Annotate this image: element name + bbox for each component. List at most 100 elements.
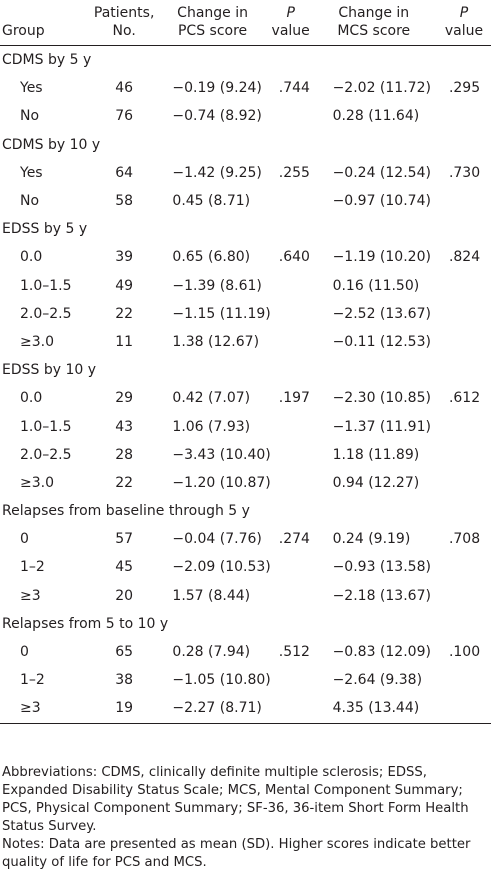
cell: ≥3 xyxy=(20,587,41,604)
header-text: No. xyxy=(112,23,136,39)
data-row: 2.0–2.5 22 −1.15 (11.19) −2.52 (13.67) xyxy=(0,300,491,328)
cell: ≥3 xyxy=(0,694,94,724)
data-row: ≥3.0 22 −1.20 (10.87) 0.94 (12.27) xyxy=(0,469,491,497)
section-row: EDSS by 10 y xyxy=(0,356,491,384)
cell: 43 xyxy=(115,418,134,435)
cell: 2.0–2.5 xyxy=(20,446,72,463)
cell xyxy=(271,102,311,130)
cell: 39 xyxy=(115,249,134,266)
cell xyxy=(270,694,311,724)
data-row: No 76 −0.74 (8.92) 0.28 (11.64) xyxy=(0,102,491,130)
cell: 11 xyxy=(115,333,134,350)
header-text: MCS score xyxy=(337,23,411,39)
header-text: P xyxy=(459,5,469,21)
cell: −2.64 (9.38) xyxy=(332,672,423,689)
cell: 1.0–1.5 xyxy=(20,277,72,294)
data-row: 1.0–1.5 49 −1.39 (8.61) 0.16 (11.50) xyxy=(0,272,491,300)
cell: .274 xyxy=(278,531,310,548)
cell: 1.0–1.5 xyxy=(20,418,72,435)
cell: No xyxy=(20,193,40,210)
cell: 2.0–2.5 xyxy=(20,305,72,322)
cell xyxy=(271,328,311,356)
cell: −2.30 (10.85) xyxy=(332,390,431,407)
data-row: No 58 0.45 (8.71) −0.97 (10.74) xyxy=(0,187,491,215)
cell: 65 xyxy=(115,644,134,661)
cell xyxy=(271,553,311,581)
cell: 29 xyxy=(115,390,134,407)
cell: 46 xyxy=(115,80,134,97)
footnote: Notes: Data are presented as mean (SD). … xyxy=(2,837,471,870)
header-text: Change in xyxy=(338,5,410,21)
data-row: 0 65 0.28 (7.94) .512 −0.83 (12.09) .100 xyxy=(0,638,491,666)
cell: −1.39 (8.61) xyxy=(172,277,262,294)
cell: 0 xyxy=(20,531,29,548)
section-title: CDMS by 10 y xyxy=(2,136,101,153)
section-title: Relapses from baseline through 5 y xyxy=(2,503,250,520)
cell: .197 xyxy=(278,390,310,407)
section-title: EDSS by 5 y xyxy=(2,221,88,238)
cell: .295 xyxy=(448,80,481,97)
cell: 0.24 (9.19) xyxy=(332,531,411,548)
section-row: EDSS by 5 y xyxy=(0,215,491,243)
cell: −0.74 (8.92) xyxy=(172,108,262,125)
header-cell: Change in MCS score xyxy=(310,4,437,46)
header-text: P xyxy=(286,5,295,21)
cell xyxy=(271,666,311,694)
cell: 38 xyxy=(115,672,134,689)
cell: −2.02 (11.72) xyxy=(332,80,431,97)
cell: .730 xyxy=(448,164,481,181)
cell: −1.15 (11.19) xyxy=(172,305,271,322)
cell: .612 xyxy=(448,390,481,407)
cell xyxy=(271,272,311,300)
cell xyxy=(437,469,491,497)
cell xyxy=(437,300,491,328)
header-text: Patients, xyxy=(93,5,155,21)
cell xyxy=(271,441,311,469)
cell: 1.57 (8.44) xyxy=(172,587,251,604)
cell: 0.0 xyxy=(20,390,43,407)
cell: −1.20 (10.87) xyxy=(172,474,271,491)
cell: 0.0 xyxy=(20,249,43,266)
cell xyxy=(437,441,491,469)
cell xyxy=(271,300,311,328)
cell: 58 xyxy=(115,193,134,210)
cell: 19 xyxy=(93,694,155,724)
section-title: EDSS by 10 y xyxy=(2,362,97,379)
data-row: 1–2 38 −1.05 (10.80) −2.64 (9.38) xyxy=(0,666,491,694)
cell: 0.28 (7.94) xyxy=(172,644,251,661)
cell xyxy=(271,412,311,440)
cell: −1.19 (10.20) xyxy=(332,249,431,266)
cell: Yes xyxy=(20,164,43,181)
cell: −0.83 (12.09) xyxy=(332,644,431,661)
cell: .708 xyxy=(448,531,481,548)
cell: −0.11 (12.53) xyxy=(332,333,431,350)
cell: 0.94 (12.27) xyxy=(332,474,420,491)
cell: ≥3.0 xyxy=(20,333,54,350)
header-cell: Group xyxy=(0,4,94,46)
data-row: 0.0 39 0.65 (6.80) .640 −1.19 (10.20) .824 xyxy=(0,243,491,271)
section-row: CDMS by 5 y xyxy=(0,46,491,75)
data-row: 1–2 45 −2.09 (10.53) −0.93 (13.58) xyxy=(0,553,491,581)
data-row: ≥3.0 11 1.38 (12.67) −0.11 (12.53) xyxy=(0,328,491,356)
cell xyxy=(437,272,491,300)
footnote: Abbreviations: CDMS, clinically definite… xyxy=(2,765,469,834)
cell xyxy=(271,187,311,215)
cell: 20 xyxy=(115,587,134,604)
cell: −2.27 (8.71) xyxy=(154,694,271,724)
cell: 49 xyxy=(115,277,134,294)
cell: .255 xyxy=(278,164,310,181)
cell: 0 xyxy=(20,644,29,661)
cell xyxy=(437,582,491,610)
cell: −0.97 (10.74) xyxy=(332,193,431,210)
cell: −0.19 (9.24) xyxy=(172,80,262,97)
cell: −2.52 (13.67) xyxy=(332,305,431,322)
cell: .824 xyxy=(448,249,481,266)
cell: No xyxy=(20,108,40,125)
cell: 64 xyxy=(115,164,134,181)
